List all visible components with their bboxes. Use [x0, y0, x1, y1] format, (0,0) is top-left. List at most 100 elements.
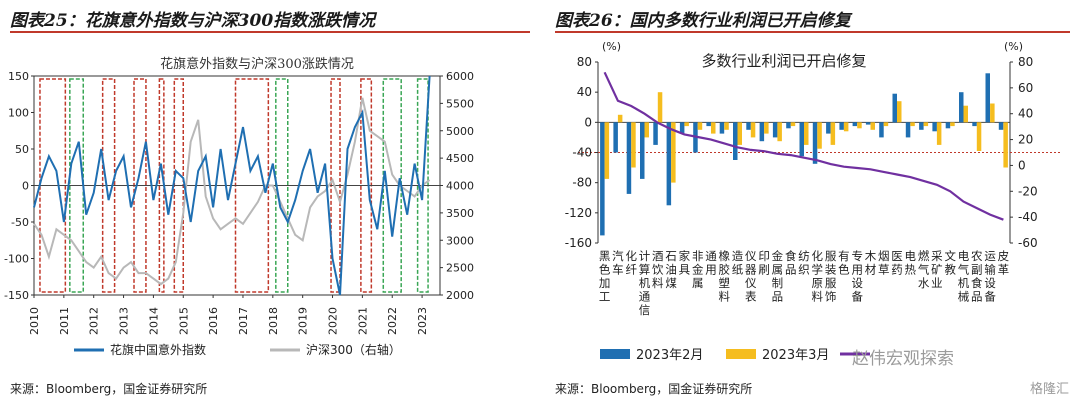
bar-mar	[777, 122, 782, 142]
bar-feb	[613, 122, 618, 153]
bar-mar	[843, 122, 849, 132]
legend-swatch-mar	[726, 349, 756, 359]
category-label-char: 运	[984, 249, 996, 263]
left-source-note: 来源：Bloomberg，国金证券研究所	[10, 382, 208, 396]
right-ytick-label: -40	[1018, 210, 1038, 224]
category-label-char: 油	[665, 263, 677, 277]
bar-mar	[817, 122, 822, 149]
right-source-note: 来源：Bloomberg，国金证券研究所	[555, 382, 753, 396]
legend-label-hs300: 沪深300（右轴）	[306, 342, 401, 357]
left-ytick-label: -80	[572, 176, 592, 190]
category-label-char: 革	[998, 263, 1010, 277]
category-label-char: 矿	[931, 263, 943, 277]
right-ytick-label: 3500	[446, 207, 474, 220]
bar-feb	[839, 122, 844, 130]
category-label-char: 纸	[732, 263, 744, 277]
right-ytick-label: -60	[1018, 236, 1038, 250]
category-label-char: 纺	[798, 249, 810, 263]
left-axis-unit: (%)	[602, 40, 621, 53]
category-label-char: 备	[984, 290, 996, 304]
category-label-char: 草	[878, 263, 890, 277]
bar-feb	[945, 122, 951, 129]
category-label-char: 业	[931, 276, 943, 290]
bar-mar	[950, 122, 955, 127]
bar-mar	[604, 122, 610, 179]
category-label-char: 专	[851, 249, 863, 263]
category-label-char: 备	[851, 290, 863, 304]
left-ytick-label: -50	[11, 216, 29, 229]
category-label-char: 皮	[998, 249, 1010, 263]
category-label-char: 属	[772, 263, 784, 277]
bar-mar	[631, 122, 636, 168]
xtick-label: 2020	[327, 307, 340, 335]
legend-label-feb: 2023年2月	[636, 348, 703, 363]
xtick-label: 2018	[267, 307, 280, 335]
xtick-label: 2013	[118, 307, 131, 335]
category-label-char: 服	[825, 276, 837, 290]
right-ytick-label: 40	[1018, 107, 1033, 121]
bar-mar	[883, 122, 889, 127]
category-label-char: 仪	[745, 249, 757, 263]
category-label-char: 计	[639, 249, 651, 263]
bar-feb	[600, 122, 605, 236]
left-ytick-label: 40	[577, 85, 592, 99]
category-label-char: 服	[825, 249, 837, 263]
bar-mar	[804, 122, 809, 145]
left-ytick-label: -150	[4, 289, 29, 302]
category-label-char: 金	[772, 249, 784, 263]
bar-feb	[626, 122, 632, 194]
bar-mar	[830, 122, 836, 145]
category-label-char: 机	[958, 276, 970, 290]
category-label-char: 通	[705, 249, 717, 263]
citi-surprise-chart: 花旗意外指数与沪深300涨跌情况 -150 -100 -50 0 50 100 150 2000…	[4, 56, 474, 357]
category-label-char: 燃	[918, 249, 930, 263]
bar-feb	[640, 122, 645, 179]
category-label-char: 气	[918, 263, 930, 277]
xtick-label: 2017	[237, 307, 250, 335]
bar-feb	[826, 122, 831, 134]
bar-feb	[706, 122, 711, 127]
category-label-char: 有	[838, 249, 850, 263]
category-label-char: 教	[944, 263, 956, 277]
category-label-char: 品	[785, 263, 797, 277]
right-ytick-label: 0	[1018, 158, 1026, 172]
left-ytick-label: 50	[15, 143, 29, 156]
bar-feb	[746, 122, 751, 130]
bar-mar	[737, 122, 742, 145]
xtick-label: 2014	[147, 307, 160, 335]
category-label-char: 热	[905, 263, 917, 277]
category-label-char: 工	[599, 290, 611, 304]
bar-feb	[799, 122, 804, 157]
bar-feb	[812, 122, 818, 164]
bar-mar	[976, 122, 982, 151]
category-label-char: 织	[798, 263, 810, 277]
bar-feb	[865, 122, 871, 125]
bar-mar	[711, 122, 716, 134]
bar-feb	[852, 122, 858, 127]
category-label-char: 机	[639, 276, 651, 290]
bar-mar	[617, 114, 623, 123]
shaded-period-box	[39, 78, 67, 293]
category-label-char: 塑	[719, 276, 731, 290]
category-label-char: 文	[944, 249, 956, 263]
category-label-char: 具	[679, 263, 691, 277]
bar-feb	[666, 122, 672, 206]
right-ytick-label: 6000	[446, 70, 474, 83]
category-label-char: 原	[812, 276, 824, 290]
category-label-char: 车	[612, 263, 624, 277]
category-label-char: 品	[772, 290, 784, 304]
category-label-char: 食	[971, 276, 983, 290]
bar-feb	[932, 122, 937, 132]
bar-feb	[879, 122, 884, 138]
right-panel-title: 图表26：国内多数行业利润已开启修复	[555, 11, 851, 31]
bar-feb	[679, 122, 685, 134]
category-label-char: 煤	[665, 276, 677, 290]
category-label-char: 仪	[745, 276, 757, 290]
left-ytick-label: 150	[8, 70, 29, 83]
bar-feb	[719, 122, 725, 134]
category-label-char: 化	[625, 249, 637, 263]
bar-mar	[764, 122, 769, 134]
chart-title: 多数行业利润已开启修复	[701, 52, 866, 70]
bar-mar	[644, 122, 649, 138]
category-label-char: 胶	[719, 263, 731, 277]
